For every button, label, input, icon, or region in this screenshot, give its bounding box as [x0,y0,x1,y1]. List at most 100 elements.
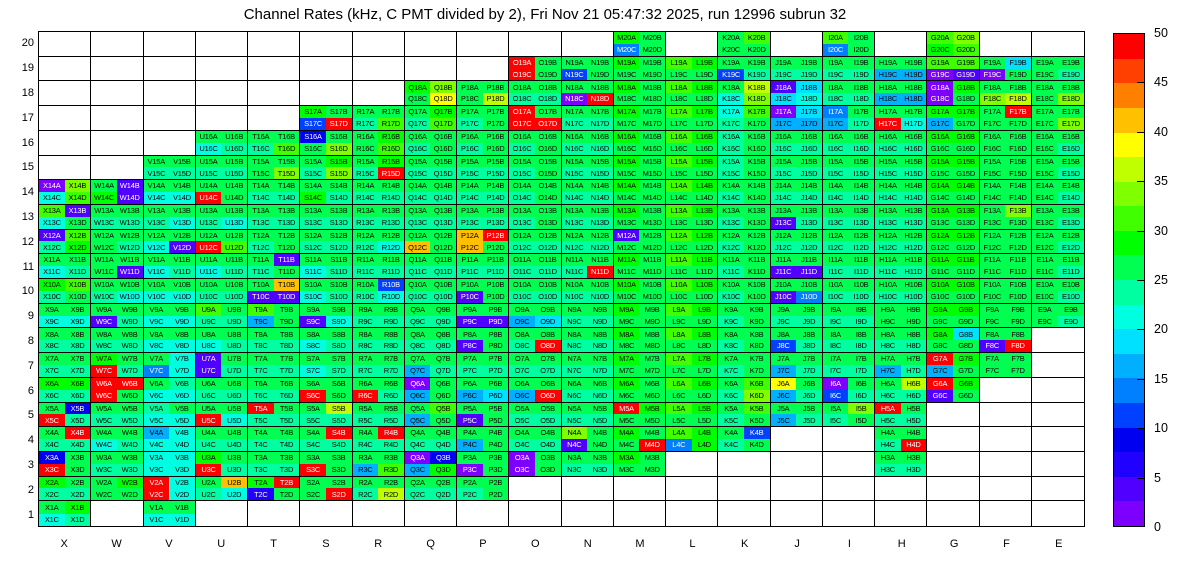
channel-cell: O10D [534,290,561,303]
heatmap-tile: P3A P3B P3C P3D [457,451,510,477]
channel-cell: O17A [509,106,535,118]
channel-cell: S3B [325,451,352,464]
channel-cell: L17D [691,117,718,130]
channel-cell: X7B [64,353,91,365]
channel-cell: S17C [300,117,326,130]
channel-cell: K18D [743,93,770,106]
channel-cell [823,427,849,439]
channel-cell: U8A [195,328,222,341]
channel-cell: P10C [457,290,483,303]
heatmap-tile [143,56,196,82]
channel-cell: I13B [848,204,874,217]
channel-cell: W13D [116,216,143,229]
heatmap-tile: N15A N15B N15C N15D [561,155,614,181]
channel-cell: S9B [325,303,352,316]
channel-cell: V5B [169,402,195,415]
channel-cell: V9A [143,303,170,316]
channel-cell: G14B [952,180,979,193]
channel-cell: U16B [221,130,247,143]
channel-cell: M6B [639,377,665,390]
channel-cell: K6A [718,377,744,390]
heatmap-tile [1031,353,1084,378]
channel-cell: F13C [979,216,1006,229]
channel-cell: V14A [143,180,170,193]
heatmap-tile: J13A J13B J13C J13D [770,204,823,230]
channel-cell: Q13B [430,204,456,217]
heatmap-tile: E9A E9B E9C E9D [1031,303,1084,329]
heatmap-tile: H13A H13B H13C H13D [875,204,928,230]
channel-cell: H16C [875,142,901,155]
channel-cell [535,501,561,513]
channel-cell: E13D [1057,216,1084,229]
channel-cell: K19A [718,56,744,69]
channel-cell [430,514,456,526]
channel-cell: R6B [378,377,404,390]
channel-cell: V15A [143,155,170,168]
channel-cell: R9D [378,315,404,328]
channel-cell: I15B [848,155,874,168]
channel-cell [221,93,247,105]
channel-cell: X10B [64,279,91,291]
x-axis-tick-label: L [689,538,696,550]
channel-cell: H11B [900,254,927,267]
heatmap-tile [457,32,510,57]
channel-cell: R14A [352,180,379,193]
channel-cell: E9B [1057,303,1084,316]
x-axis-tick-label: I [847,538,851,550]
heatmap-tile: K4A K4B K4C K4D [718,427,771,452]
heatmap-tile: M11A M11B M11C M11D [613,254,666,279]
channel-cell: Q10B [430,279,456,291]
heatmap-tile: O10A O10B O10C O10D [509,279,562,304]
y-axis-tick-label: 6 [27,384,34,397]
channel-cell: Q9C [404,315,431,328]
channel-cell: I11B [848,254,874,267]
channel-cell: H5D [900,414,927,427]
channel-cell [91,167,117,179]
channel-cell [980,378,1006,390]
channel-cell: N7A [561,353,588,365]
channel-cell: R8A [352,328,379,341]
heatmap-tile: P13A P13B P13C P13D [457,204,510,230]
colorbar-segment [1114,353,1144,379]
channel-cell: Q9A [404,303,431,316]
channel-cell: S3D [325,463,352,476]
heatmap-tile: Q14A Q14B Q14C Q14D [404,180,457,205]
heatmap-tile: I8A I8B I8C I8D [822,328,875,354]
channel-cell: P14D [482,192,509,204]
channel-cell: F9B [1005,303,1031,316]
channel-cell: H12D [900,241,927,254]
channel-cell: M9B [639,303,665,316]
channel-cell: E15D [1057,167,1084,180]
heatmap-tile: K15A K15B K15C K15D [718,155,771,181]
channel-cell: F12B [1005,229,1031,242]
heatmap-tile: R10A R10B R10C R10D [352,279,405,304]
heatmap-tile: H4A H4B H4C H4D [875,427,928,452]
channel-cell: S16D [325,142,352,155]
channel-cell: H4D [900,439,927,451]
channel-cell: T9A [248,303,274,316]
channel-cell [587,488,613,500]
heatmap-tile: P17A P17B P17C P17D [457,106,510,131]
channel-cell: K14D [743,192,770,204]
heatmap-tile: I11A I11B I11C I11D [822,254,875,279]
channel-cell: J14A [770,180,797,193]
channel-cell: T13A [248,204,274,217]
channel-cell: I13A [822,204,849,217]
channel-cell: T12B [273,229,300,242]
channel-cell [796,514,822,526]
channel-cell [953,452,979,464]
y-axis-tick-label: 18 [21,87,34,99]
channel-cell: V6D [169,389,195,402]
channel-cell: K8D [743,340,770,353]
heatmap-tile: S4A S4B S4C S4D [300,427,353,452]
channel-cell [169,69,195,81]
channel-cell: U14C [195,192,222,204]
channel-cell [1005,414,1031,426]
channel-cell: L11C [666,266,692,278]
channel-cell: K17B [743,106,770,118]
channel-cell [771,32,797,44]
channel-cell: V15D [169,167,195,180]
heatmap-tile: G11A G11B G11C G11D [927,254,980,279]
channel-cell [718,514,744,526]
channel-cell: H3C [875,463,901,476]
